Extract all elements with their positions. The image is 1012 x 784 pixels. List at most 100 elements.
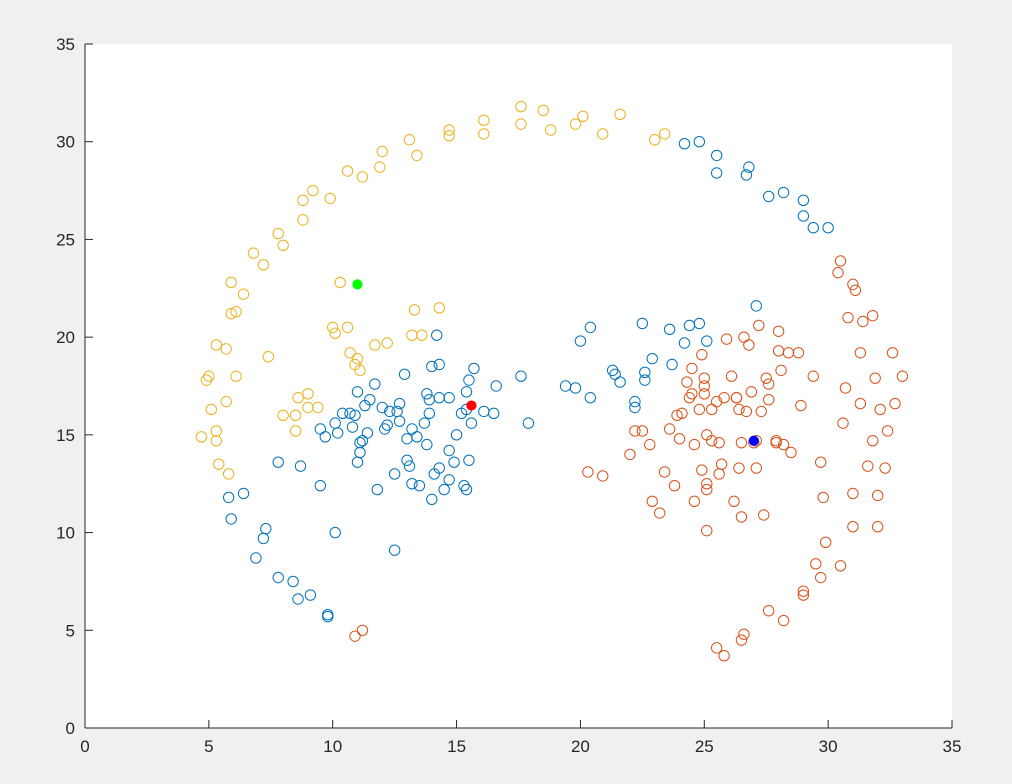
- data-point: [810, 558, 822, 570]
- data-point: [490, 380, 502, 392]
- data-point: [663, 323, 676, 336]
- data-point: [715, 458, 728, 470]
- data-point: [433, 462, 445, 474]
- data-point: [257, 259, 270, 271]
- y-tick-label: 20: [56, 328, 75, 347]
- data-point: [488, 407, 500, 420]
- data-point: [322, 610, 334, 623]
- data-point: [743, 339, 755, 351]
- data-point: [636, 317, 649, 330]
- data-point: [686, 362, 698, 375]
- data-point: [369, 378, 381, 390]
- data-point: [701, 483, 713, 496]
- data-point: [225, 307, 237, 320]
- data-point: [408, 304, 421, 316]
- data-point: [624, 448, 636, 461]
- data-point: [777, 438, 790, 451]
- data-point: [842, 311, 854, 324]
- data-point: [292, 392, 304, 404]
- data-point: [222, 491, 235, 504]
- data-point: [738, 628, 750, 640]
- data-point: [762, 378, 775, 390]
- data-point: [871, 521, 884, 533]
- data-point: [411, 431, 423, 443]
- data-point: [237, 487, 250, 500]
- data-point: [760, 372, 772, 384]
- data-point: [230, 370, 242, 382]
- series-2: [195, 100, 671, 480]
- ticks-layer: 0 5 10 15 20 25 30 35 0 5 10 15 20 25 30 35: [56, 35, 961, 756]
- x-tick-label: 35: [943, 737, 962, 756]
- data-point: [886, 347, 899, 359]
- data-point: [403, 134, 416, 146]
- data-point: [443, 124, 455, 136]
- data-point: [735, 634, 748, 646]
- data-point: [334, 276, 346, 289]
- data-point: [388, 468, 401, 480]
- data-point: [450, 429, 463, 441]
- data-point: [867, 435, 879, 447]
- data-point: [815, 571, 827, 584]
- data-point: [371, 483, 384, 496]
- data-point: [381, 419, 393, 431]
- data-point: [203, 370, 215, 382]
- data-point: [344, 407, 356, 420]
- data-point: [582, 466, 594, 478]
- data-point: [718, 392, 730, 404]
- data-point: [762, 190, 775, 203]
- data-point: [822, 222, 834, 234]
- data-point: [230, 306, 242, 318]
- data-point: [663, 423, 676, 435]
- data-point: [272, 456, 284, 468]
- data-point: [205, 403, 218, 416]
- data-point: [272, 227, 284, 240]
- data-point: [614, 108, 626, 121]
- data-point: [302, 388, 314, 400]
- data-point: [277, 409, 289, 422]
- data-point: [896, 370, 909, 382]
- data-point: [569, 118, 582, 130]
- data-point: [411, 149, 423, 162]
- data-point: [857, 315, 869, 328]
- data-point: [213, 458, 225, 470]
- data-point: [426, 360, 438, 373]
- data-point: [701, 478, 713, 490]
- y-tick-label: 35: [56, 35, 75, 54]
- data-point: [753, 319, 765, 332]
- data-point: [433, 302, 445, 314]
- data-point: [341, 165, 354, 177]
- data-point: [329, 526, 341, 539]
- data-point: [522, 417, 535, 429]
- data-point: [671, 409, 683, 422]
- data-point: [222, 468, 235, 480]
- data-point: [220, 395, 232, 408]
- data-point: [277, 239, 289, 251]
- data-point: [849, 284, 862, 296]
- data-point: [755, 405, 767, 418]
- data-point: [837, 417, 849, 429]
- data-point: [294, 460, 307, 472]
- data-point: [881, 425, 894, 437]
- series-0: [222, 136, 834, 623]
- data-point: [646, 352, 658, 365]
- data-point: [426, 493, 438, 506]
- data-point: [710, 642, 723, 654]
- data-point: [874, 403, 886, 416]
- data-point: [676, 407, 688, 420]
- data-point: [376, 145, 388, 158]
- data-point: [225, 513, 237, 525]
- data-point: [653, 507, 666, 519]
- data-point: [361, 427, 374, 439]
- data-point: [448, 456, 460, 468]
- data-point: [673, 433, 686, 445]
- y-tick-label: 0: [66, 719, 75, 738]
- data-point: [728, 495, 740, 508]
- data-point: [629, 401, 641, 414]
- data-point: [614, 376, 626, 388]
- data-point: [327, 321, 339, 334]
- data-point: [869, 372, 881, 384]
- data-point: [597, 128, 609, 140]
- data-point: [307, 184, 319, 197]
- data-point: [762, 605, 775, 617]
- data-point: [423, 407, 436, 420]
